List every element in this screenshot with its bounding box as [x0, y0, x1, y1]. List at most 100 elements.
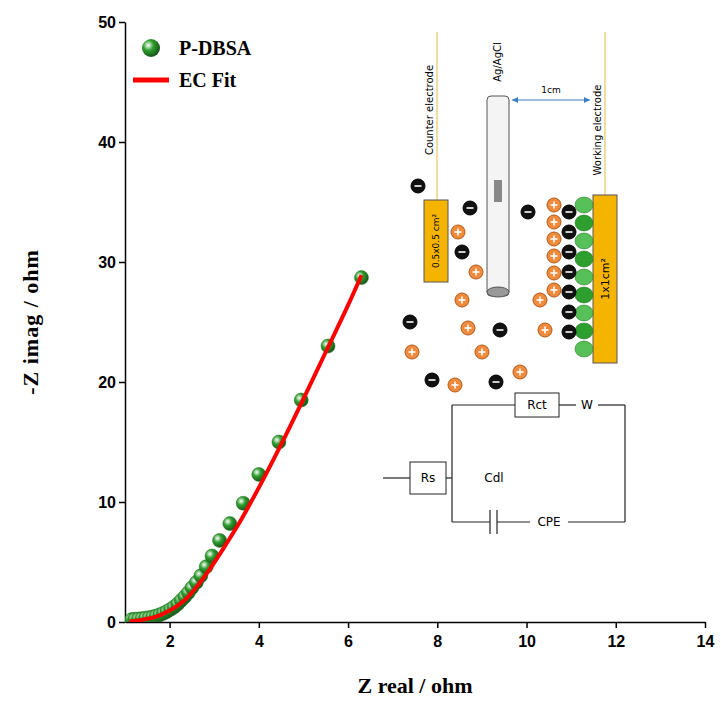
anion: [493, 323, 507, 337]
working-electrode: [593, 195, 617, 363]
cation: [475, 345, 489, 359]
ion-sign: [566, 331, 573, 333]
ion-sign: [566, 311, 573, 313]
ion-sign: [566, 251, 573, 253]
tick-mark: [259, 622, 261, 628]
inset-label: 1x1cm²: [599, 258, 612, 300]
ion-sign: [539, 297, 541, 304]
ion-sign: [566, 271, 573, 273]
tick-label: 8: [433, 633, 442, 650]
tick: 30: [98, 254, 125, 271]
circuit-wire: [446, 477, 452, 478]
ion-sign: [411, 349, 413, 356]
anion: [562, 305, 576, 319]
tick-mark: [437, 622, 439, 628]
ion-sign: [493, 381, 500, 383]
legend-label: P-DBSA: [179, 37, 252, 59]
x-axis-title: Z real / ohm: [357, 673, 472, 698]
tick-label: 0: [107, 614, 116, 631]
axis-line: [126, 622, 706, 624]
cation: [547, 198, 561, 212]
arrow-head: [512, 97, 590, 103]
tick: 0: [107, 614, 125, 631]
ion-sign: [553, 219, 555, 226]
tick: 4: [255, 622, 264, 650]
tick-mark: [119, 262, 125, 264]
tick-mark: [119, 622, 125, 624]
tick-mark: [119, 502, 125, 504]
tick-mark: [169, 622, 171, 628]
inset-label: 0.5x0.5 cm²: [431, 214, 441, 269]
cation: [547, 249, 561, 263]
cation: [448, 378, 462, 392]
tick-mark: [526, 622, 528, 628]
ion-sign: [467, 325, 469, 332]
circuit-wire: [489, 510, 490, 534]
anion: [562, 265, 576, 279]
legend: P-DBSAEC Fit: [133, 37, 252, 91]
tick-mark: [119, 382, 125, 384]
tick-label: 14: [697, 633, 715, 650]
tick: 10: [98, 494, 125, 511]
ion-sign: [461, 297, 463, 304]
anion: [521, 205, 535, 219]
ion-sign: [467, 207, 474, 209]
cation: [455, 293, 469, 307]
cation: [451, 225, 465, 239]
cation: [533, 293, 547, 307]
tick-label: 2: [166, 633, 175, 650]
ion-sign: [553, 270, 555, 277]
ion-sign: [544, 327, 546, 334]
fit-line: [129, 275, 361, 621]
ion-sign: [553, 253, 555, 260]
resistor: [410, 462, 446, 494]
tick-mark: [348, 622, 350, 628]
tick-mark: [705, 622, 707, 628]
polymer-blob: [575, 287, 593, 303]
anion: [463, 201, 477, 215]
inset-label: Rct: [527, 398, 547, 412]
anion: [425, 373, 439, 387]
ion-sign: [519, 369, 521, 376]
inset-label: Counter electrode: [424, 65, 435, 155]
y-axis-title: -Z imag / ohm: [18, 249, 43, 395]
reference-wire: [494, 180, 502, 202]
circuit-wire: [497, 521, 530, 522]
circuit-wire: [598, 404, 625, 405]
tick-label: 6: [344, 633, 353, 650]
tick-label: 20: [98, 374, 116, 391]
tick: 6: [344, 622, 353, 650]
inset-label: W: [581, 398, 593, 412]
ion-sign: [566, 231, 573, 233]
polymer-blob: [575, 305, 593, 321]
tick-label: 4: [255, 633, 264, 650]
inset-label: Cdl: [484, 471, 503, 485]
anion: [455, 245, 469, 259]
cation: [469, 265, 483, 279]
legend-swatch: [142, 39, 160, 57]
anion: [562, 245, 576, 259]
legend-item: P-DBSA: [142, 37, 252, 59]
inset-label: 1cm: [541, 85, 560, 95]
polymer-blob: [575, 251, 593, 267]
ion-sign: [415, 185, 422, 187]
tick: 10: [518, 622, 536, 650]
tick-mark: [119, 142, 125, 144]
circuit-wire: [452, 521, 490, 522]
ion-sign: [459, 251, 466, 253]
ion-sign: [429, 379, 436, 381]
ion-sign: [407, 321, 414, 323]
cation: [405, 345, 419, 359]
chart: 246810121401020304050Z real / ohm-Z imag…: [0, 0, 721, 713]
inset-label: Working electrode: [592, 85, 603, 176]
tick-mark: [616, 622, 618, 628]
lead-line: [604, 32, 605, 195]
tick: 40: [98, 134, 125, 151]
cation: [461, 321, 475, 335]
plot-area: 246810121401020304050: [98, 14, 714, 650]
polymer-blob: [575, 197, 593, 213]
cation: [538, 323, 552, 337]
circuit-wire: [452, 404, 515, 405]
circuit-wire: [568, 521, 625, 522]
polymer-blob: [575, 341, 593, 357]
